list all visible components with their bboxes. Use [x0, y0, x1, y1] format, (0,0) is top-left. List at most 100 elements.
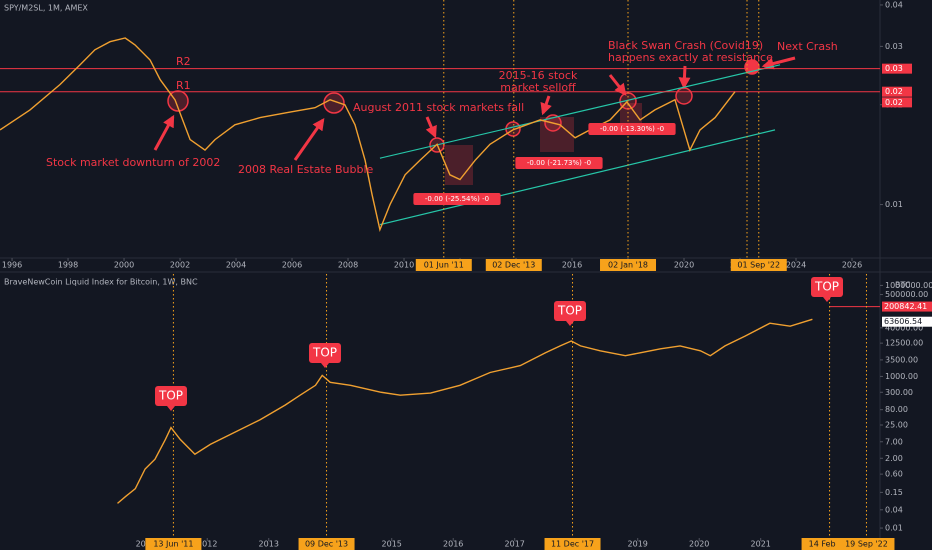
- annotation: 2015-16 stock: [499, 69, 578, 82]
- annotation: Black Swan Crash (Covid19): [608, 39, 763, 52]
- top-bubble: [155, 386, 187, 406]
- date-label: 02 Dec '13: [492, 261, 535, 270]
- arrow: [153, 114, 175, 151]
- top-bubble: [811, 277, 843, 297]
- x-tick-label: 2019: [628, 540, 648, 549]
- date-label: 01 Sep '22: [737, 261, 780, 270]
- y-tick-label: 25.00: [885, 420, 908, 429]
- circle: [675, 87, 693, 105]
- x-tick-label: 2013: [259, 540, 279, 549]
- y-tick-label: 300.00: [885, 388, 913, 397]
- y-tick-label: 3500.00: [885, 355, 918, 364]
- measure-box: [515, 157, 603, 169]
- measure-box: [413, 193, 501, 205]
- annotation: Next Crash: [777, 40, 838, 53]
- date-label: 01 Jun '11: [424, 261, 464, 270]
- y-tick-label: 0.15: [885, 488, 903, 497]
- channel-line: [379, 64, 781, 159]
- y-tick-label: 1000.00: [885, 372, 918, 381]
- price-line: [0, 37, 736, 233]
- price-box: [882, 86, 912, 97]
- annotation: August 2011 stock markets fall: [353, 101, 524, 114]
- x-tick-label: 2020: [674, 261, 694, 270]
- top-label: TOP: [557, 304, 582, 318]
- date-box: [544, 538, 601, 550]
- target-label: 200842.41: [884, 302, 927, 311]
- drop-box: [540, 117, 574, 152]
- price-line: [117, 318, 813, 504]
- top-label: TOP: [312, 346, 337, 360]
- y-tick-label: 1000000.00: [885, 281, 932, 290]
- x-tick-label: 2017: [505, 540, 525, 549]
- measure-label: -0.00 (-21.73%) -0: [527, 159, 591, 167]
- y-tick-label: 0.60: [885, 470, 903, 479]
- last-price-box: [882, 97, 912, 108]
- price-box: [882, 63, 912, 74]
- y-tick-label: 12500.00: [885, 339, 923, 348]
- y-tick-label: 0.04: [885, 505, 903, 514]
- date-box: [145, 538, 202, 550]
- date-box: [415, 259, 472, 271]
- x-tick-label: 2008: [338, 261, 358, 270]
- date-box: [485, 259, 542, 271]
- date-label: 14 Feb '22: [809, 540, 851, 549]
- date-box: [730, 259, 787, 271]
- chart-title: SPY/M2SL, 1M, AMEX: [4, 4, 88, 13]
- date-box: [298, 538, 355, 550]
- y-tick-label: 7.00: [885, 437, 903, 446]
- last-price-box: [882, 316, 932, 327]
- measure-label: -0.00 (-25.54%) -0: [425, 195, 489, 203]
- x-tick-label: 2015: [382, 540, 402, 549]
- top-bubble: [554, 301, 586, 321]
- y-tick-label: 2.00: [885, 454, 903, 463]
- date-label: 09 Dec '13: [305, 540, 348, 549]
- chart-title: BraveNewCoin Liquid Index for Bitcoin, 1…: [4, 278, 198, 287]
- arrow: [608, 74, 627, 96]
- x-tick-label: 2016: [562, 261, 582, 270]
- y-tick-label: 40000.00: [885, 323, 923, 332]
- x-tick-label: 2026: [842, 261, 862, 270]
- price-label: 0.02: [885, 87, 903, 96]
- date-label: 02 Jan '18: [608, 261, 648, 270]
- unit-label: BTC: [895, 281, 911, 290]
- date-label: 19 Sep '22: [845, 540, 888, 549]
- annotation: happens exactly at resistance: [608, 51, 773, 64]
- arrow: [540, 95, 552, 116]
- top-pointer: [566, 321, 574, 326]
- annotation: 2008 Real Estate Bubble: [238, 163, 374, 176]
- measure-box: [588, 123, 676, 135]
- last-price-label: 0.02: [885, 98, 903, 107]
- date-box: [600, 259, 657, 271]
- channel-line: [379, 129, 776, 226]
- top-pointer: [321, 363, 329, 368]
- annotation: market selloff: [500, 81, 576, 94]
- annotation: Stock market downturn of 2002: [46, 156, 220, 169]
- x-tick-label: 2006: [282, 261, 302, 270]
- circle: [505, 121, 521, 137]
- arrows: [153, 56, 796, 161]
- date-label: 13 Jun '11: [153, 540, 193, 549]
- x-tick-label: 2016: [443, 540, 463, 549]
- y-tick-label: 0.01: [885, 200, 903, 209]
- x-tick-label: 2012: [197, 540, 217, 549]
- y-tick-label: 0.04: [885, 0, 903, 9]
- x-tick-label: 2004: [226, 261, 246, 270]
- top-label: TOP: [814, 280, 839, 294]
- drop-box: [620, 103, 642, 123]
- price-label: 0.03: [885, 64, 903, 73]
- date-box: [838, 538, 895, 550]
- x-tick-label: 2021: [751, 540, 771, 549]
- x-tick-label: 2000: [114, 261, 134, 270]
- x-tick-label: 2024: [786, 261, 806, 270]
- top-pointer: [167, 406, 175, 411]
- arrow: [761, 56, 796, 70]
- resistance-name: R1: [176, 79, 191, 92]
- resistance-name: R2: [176, 55, 191, 68]
- top-bubble: [309, 343, 341, 363]
- x-tick-label: 2002: [170, 261, 190, 270]
- top-pointer: [823, 297, 831, 302]
- y-tick-label: 80.00: [885, 405, 908, 414]
- x-tick-label: 1996: [2, 261, 22, 270]
